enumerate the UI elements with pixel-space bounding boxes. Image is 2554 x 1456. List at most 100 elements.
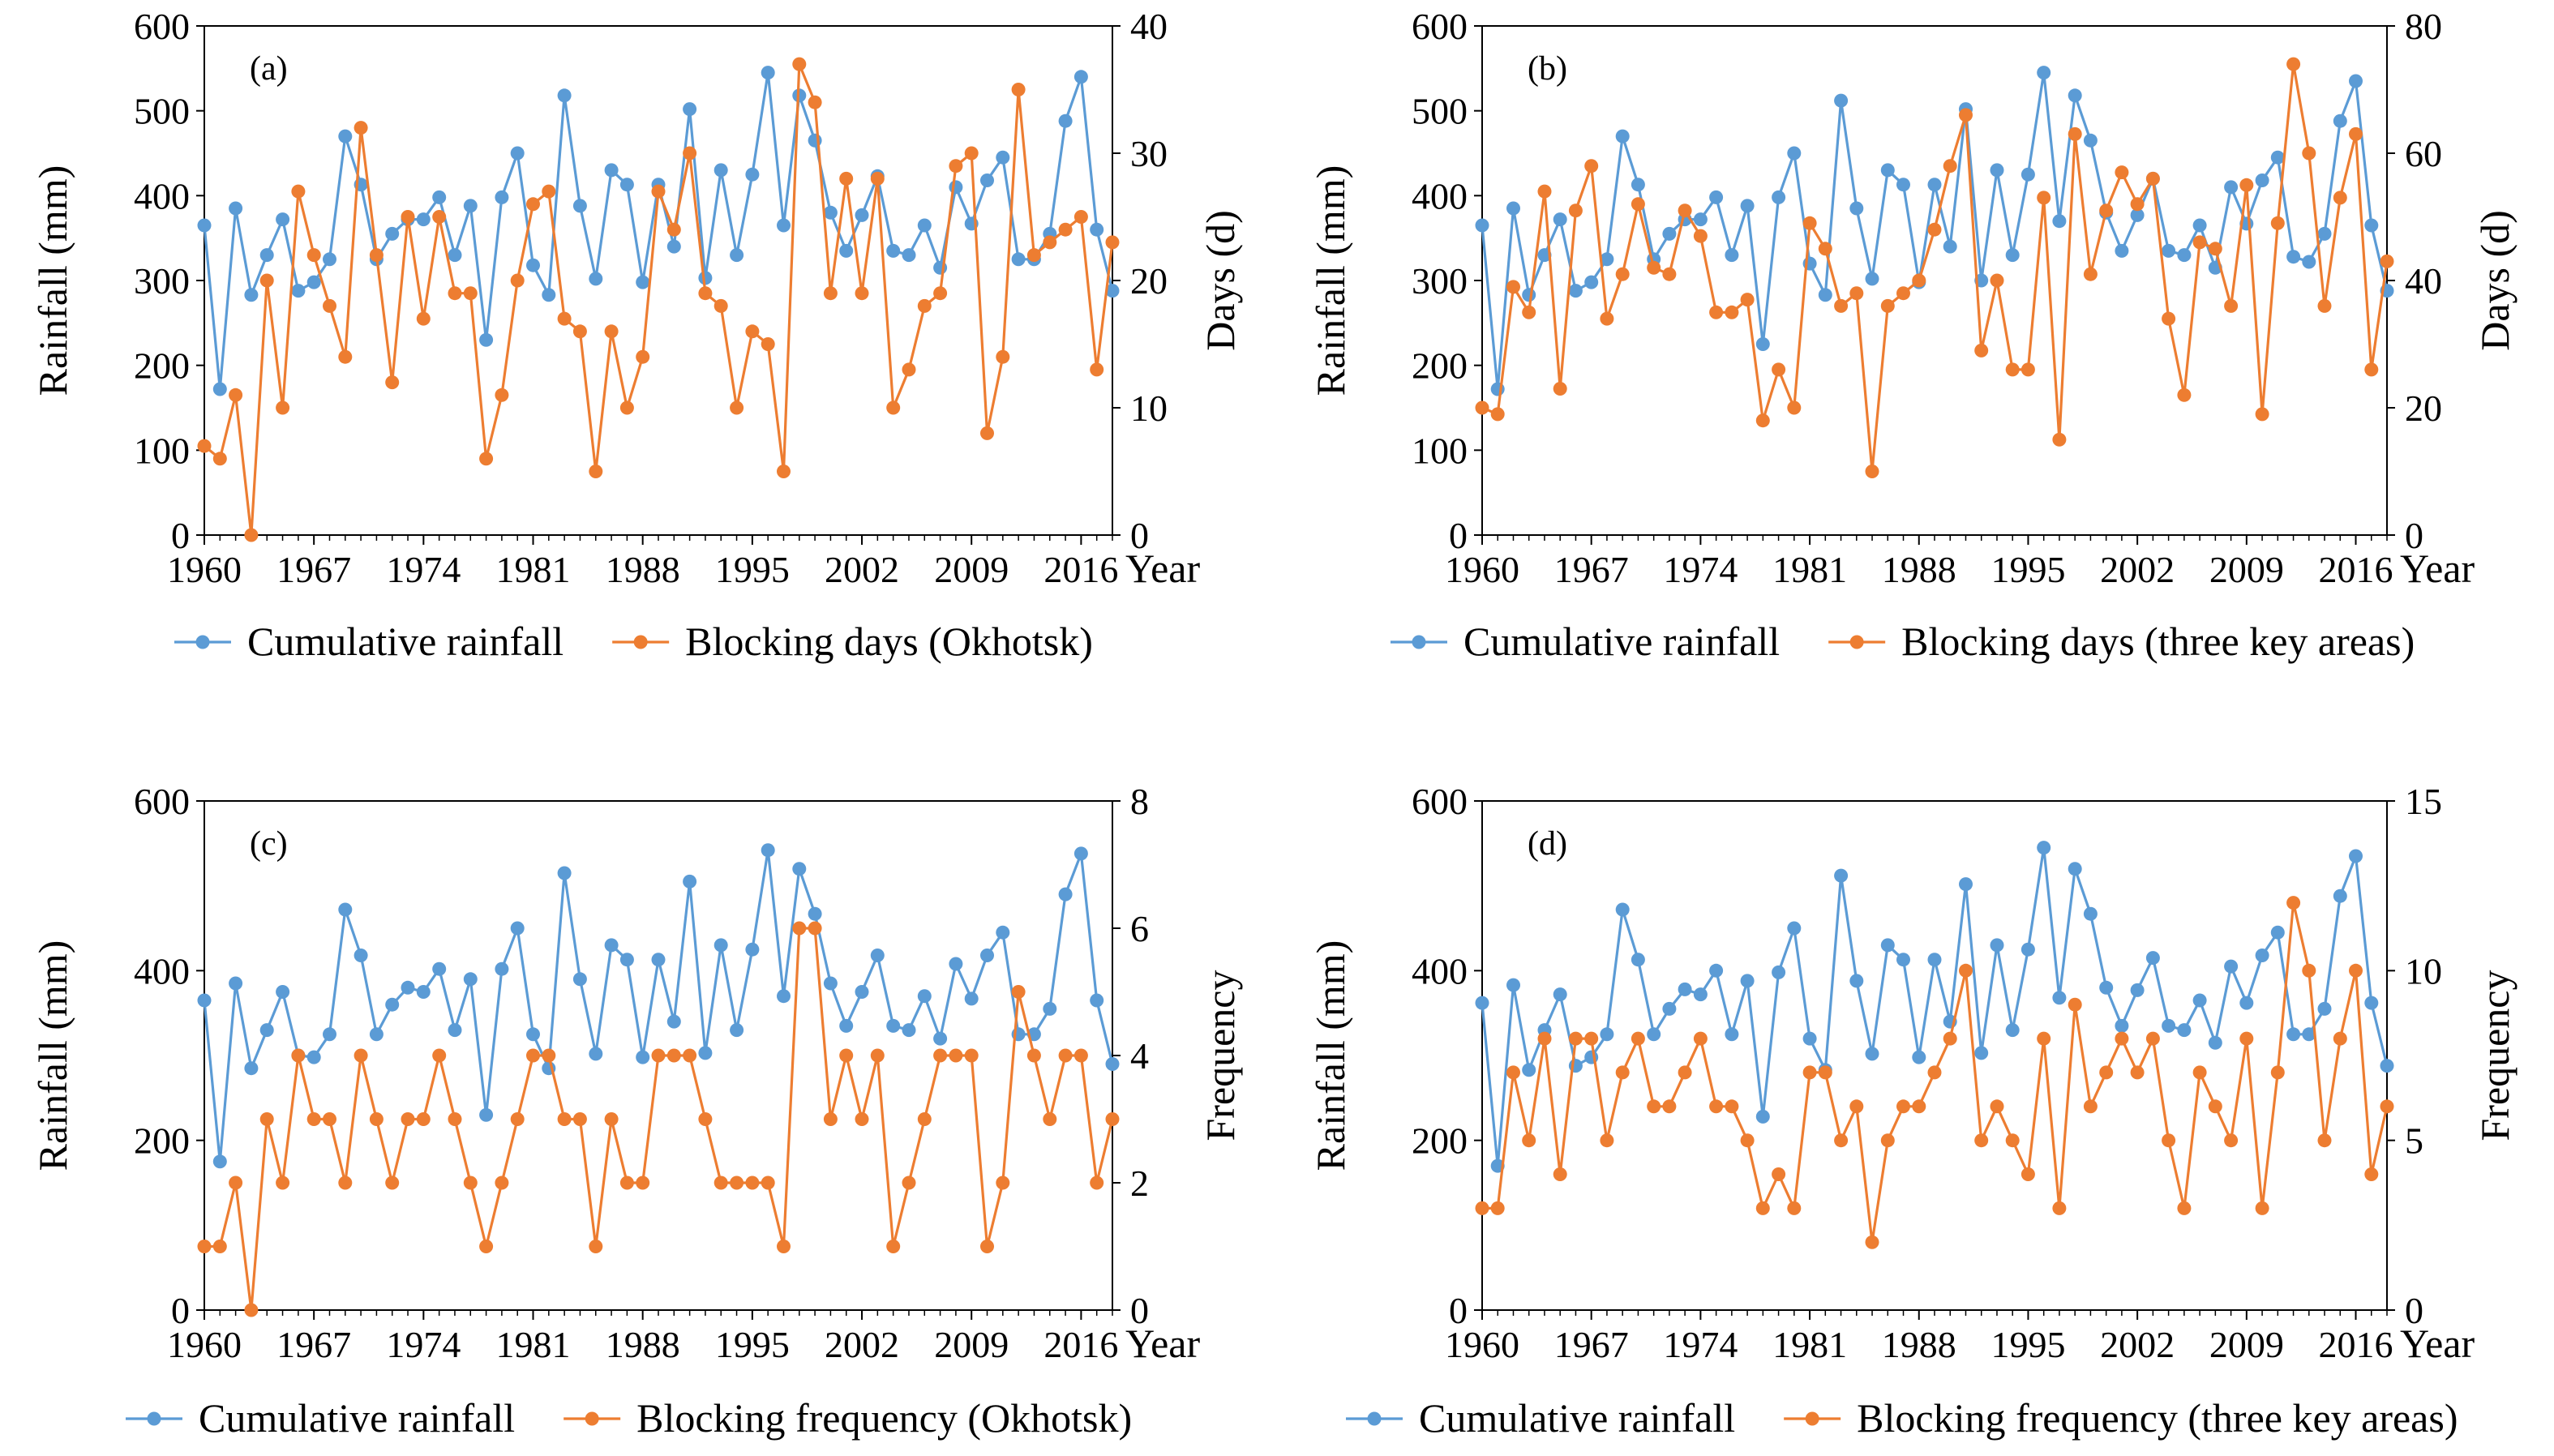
blocking-point xyxy=(557,311,572,326)
blocking-point xyxy=(604,324,619,339)
blocking-point xyxy=(1802,216,1817,230)
rainfall-point xyxy=(291,284,306,298)
blocking-point xyxy=(2333,191,2347,205)
x-tick-label: 1974 xyxy=(386,549,461,590)
x-tick-label: 1960 xyxy=(167,549,242,590)
blocking-point xyxy=(323,298,336,313)
blocking-point xyxy=(259,273,274,288)
blocking-point xyxy=(2224,298,2239,313)
x-tick-label: 1967 xyxy=(1554,549,1629,590)
rainfall-point xyxy=(1475,218,1489,233)
rainfall-point xyxy=(2162,243,2176,258)
blocking-point xyxy=(2224,1133,2239,1148)
blocking-point xyxy=(401,210,415,224)
rainfall-point xyxy=(619,953,634,967)
rainfall-point xyxy=(2005,1023,2020,1038)
blocking-point xyxy=(542,184,556,199)
blocking-point xyxy=(745,1176,760,1190)
rainfall-point xyxy=(1600,1027,1614,1042)
rainfall-point xyxy=(933,1031,948,1046)
legend-marker xyxy=(1805,1411,1819,1426)
blocking-point xyxy=(996,1176,1010,1190)
blocking-point xyxy=(870,171,885,186)
rainfall-point xyxy=(1506,201,1520,216)
blocking-point xyxy=(1740,1133,1755,1148)
y-axis-title: Rainfall (mm) xyxy=(30,940,75,1171)
blocking-point xyxy=(1943,1031,1957,1046)
blocking-point xyxy=(761,1176,775,1190)
rainfall-point xyxy=(572,199,587,213)
rainfall-point xyxy=(777,989,791,1004)
blocking-point xyxy=(2286,896,2301,910)
rainfall-point xyxy=(401,980,415,995)
blocking-point xyxy=(1058,1048,1073,1063)
rainfall-point xyxy=(229,976,243,991)
blocking-point xyxy=(2349,963,2363,978)
legend-label: Cumulative rainfall xyxy=(1419,1395,1735,1441)
rainfall-point xyxy=(2270,925,2285,940)
blocking-point xyxy=(259,1112,274,1126)
panel-label: (c) xyxy=(250,825,288,863)
rainfall-point xyxy=(2270,150,2285,165)
rainfall-point xyxy=(886,1018,901,1033)
rainfall-point xyxy=(1709,963,1724,978)
blocking-point xyxy=(996,349,1010,364)
rainfall-point xyxy=(2224,180,2239,195)
rainfall-point xyxy=(1058,887,1073,901)
blocking-point xyxy=(1693,1031,1708,1046)
rainfall-point xyxy=(902,248,916,263)
blocking-point xyxy=(636,349,650,364)
rainfall-point xyxy=(761,66,775,80)
chart-panel-2: 0 100 200 300 400 500 600 0 20 40 60 80 1960 1967 1974… xyxy=(1308,6,2518,664)
blocking-point xyxy=(1974,1133,1989,1148)
rainfall-point xyxy=(2177,248,2192,263)
y-tick-label: 200 xyxy=(134,1120,190,1162)
y-tick-label: 0 xyxy=(1449,515,1468,556)
rainfall-point xyxy=(1990,163,2004,178)
rainfall-point xyxy=(855,208,869,222)
blocking-point xyxy=(463,1176,478,1190)
legend-label: Cumulative rainfall xyxy=(1463,619,1780,664)
blocking-point xyxy=(964,146,979,161)
blocking-point xyxy=(2255,1201,2269,1215)
legend: Cumulative rainfall Blocking frequency (t… xyxy=(1346,1395,2458,1441)
rainfall-point xyxy=(1834,868,1849,883)
blocking-point xyxy=(2145,171,2160,186)
blocking-point xyxy=(1600,311,1614,326)
legend-label: Blocking days (Okhotsk) xyxy=(685,619,1093,664)
rainfall-point xyxy=(823,976,838,991)
rainfall-point xyxy=(730,1023,744,1038)
blocking-point xyxy=(808,95,822,109)
blocking-point xyxy=(2364,362,2379,377)
y-tick-label: 600 xyxy=(134,781,190,822)
blocking-point xyxy=(949,159,963,173)
rainfall-point xyxy=(1772,190,1786,204)
x-tick-label: 1981 xyxy=(1772,549,1847,590)
y-tick-label: 200 xyxy=(1412,345,1468,387)
plot-area xyxy=(1481,800,2388,1311)
blocking-point xyxy=(276,400,290,415)
blocking-point xyxy=(244,528,259,542)
x-tick-label: 1981 xyxy=(1772,1324,1847,1365)
rainfall-point xyxy=(338,902,353,917)
chart-panel-3: 0 200 400 600 0 2 4 6 8 1960 1967 1974 1981 1988 1995 2… xyxy=(30,781,1243,1441)
x-axis-title: Year xyxy=(2400,1321,2475,1366)
blocking-point xyxy=(479,1240,494,1253)
y2-tick-label: 4 xyxy=(1130,1035,1149,1077)
blocking-point xyxy=(1490,1201,1505,1215)
rainfall-point xyxy=(1615,902,1630,917)
rainfall-point xyxy=(2302,1027,2316,1042)
x-tick-label: 2016 xyxy=(2319,549,2393,590)
legend-label: Cumulative rainfall xyxy=(247,619,564,664)
blocking-point xyxy=(1990,273,2004,288)
blocking-point xyxy=(886,400,901,415)
rainfall-point xyxy=(949,180,963,195)
y2-axis-title: Days (d) xyxy=(2472,210,2518,351)
rainfall-point xyxy=(1787,146,1802,161)
x-tick-label: 1995 xyxy=(1990,549,2065,590)
rainfall-point xyxy=(2255,949,2269,962)
blocking-point xyxy=(2068,126,2082,141)
rainfall-point xyxy=(229,201,243,216)
rainfall-point xyxy=(197,993,212,1008)
